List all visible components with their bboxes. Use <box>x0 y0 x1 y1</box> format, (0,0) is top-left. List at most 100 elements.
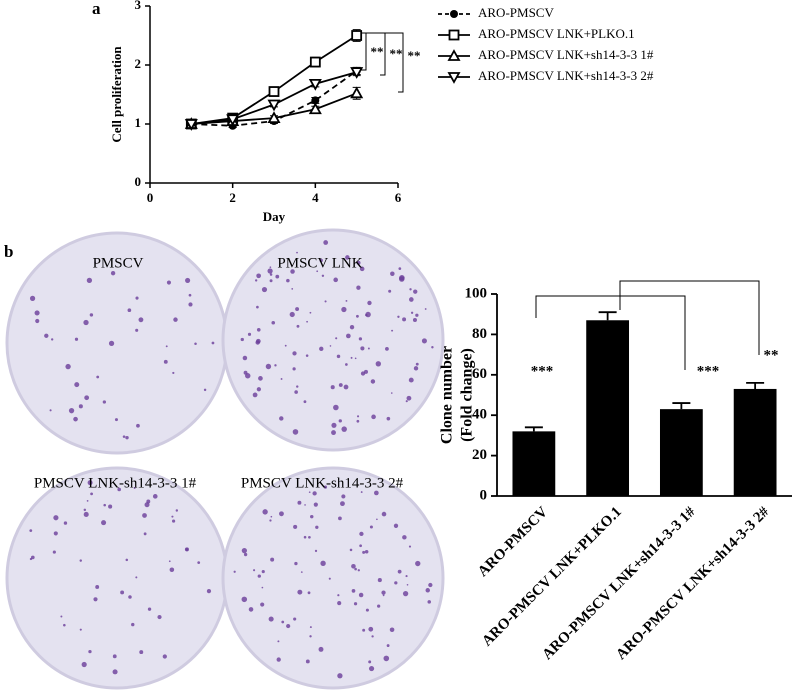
colony <box>330 385 335 390</box>
colony <box>253 569 256 572</box>
colony <box>323 240 329 245</box>
colony <box>184 547 189 552</box>
marker <box>351 30 363 41</box>
colony <box>415 560 421 567</box>
colony <box>276 657 281 662</box>
colony <box>63 521 68 525</box>
y-tick-label: 80 <box>472 326 487 342</box>
colony <box>269 519 272 522</box>
colony <box>424 308 427 310</box>
colony <box>393 523 399 528</box>
colony <box>93 597 98 602</box>
colony <box>310 514 314 519</box>
brackets <box>535 280 760 370</box>
error-bar <box>746 381 765 389</box>
colony <box>271 320 276 325</box>
colony <box>84 395 90 401</box>
colony <box>367 347 370 350</box>
colony <box>303 535 307 539</box>
colony <box>398 267 402 270</box>
colony <box>345 363 348 366</box>
colony <box>371 635 374 638</box>
colony <box>333 277 338 283</box>
marker <box>450 10 458 18</box>
colony <box>243 552 248 557</box>
colony <box>203 388 207 392</box>
colony <box>152 494 158 499</box>
colony <box>359 531 364 537</box>
colony <box>110 270 116 276</box>
marker <box>267 111 281 123</box>
colony <box>94 261 97 264</box>
colony <box>243 370 248 375</box>
x-tick-label: ARO-PMSCV LNK+sh14-3-3 1# <box>539 504 699 664</box>
colony <box>241 596 248 603</box>
colony <box>188 293 192 297</box>
colony <box>257 574 261 578</box>
annotation: ** <box>408 48 421 63</box>
colony <box>337 673 343 679</box>
colony <box>308 491 311 493</box>
colony <box>262 509 268 515</box>
colony <box>293 617 297 621</box>
colony <box>146 499 151 504</box>
colony <box>343 384 349 390</box>
colony <box>307 591 311 595</box>
colony <box>269 279 273 283</box>
colony <box>368 665 375 672</box>
colony <box>351 563 356 569</box>
error-bar <box>524 426 543 432</box>
colony <box>291 288 294 290</box>
colony <box>128 595 132 599</box>
colony <box>383 655 390 662</box>
plate <box>5 466 229 690</box>
bar <box>512 431 556 496</box>
x-tick-label: 4 <box>312 190 319 205</box>
colony <box>337 594 340 597</box>
colony <box>390 392 393 394</box>
colony <box>122 435 126 438</box>
colony <box>163 359 168 364</box>
x-axis-label: Day <box>263 209 286 224</box>
colony <box>296 324 300 328</box>
legend-label: ARO-PMSCV <box>478 5 554 20</box>
colony <box>386 644 390 647</box>
colony <box>359 544 362 548</box>
colony <box>338 419 342 423</box>
y-tick-label: 20 <box>472 447 487 463</box>
colony <box>292 351 297 356</box>
colony <box>284 344 287 347</box>
colony <box>240 337 244 342</box>
plate <box>221 228 445 452</box>
colony <box>102 400 107 404</box>
colony <box>162 654 167 659</box>
colony <box>349 548 353 552</box>
marker <box>268 86 280 97</box>
colony <box>382 594 385 597</box>
colony <box>34 310 40 316</box>
marker <box>309 56 321 68</box>
colony <box>286 624 291 629</box>
colony <box>398 276 405 282</box>
colony <box>356 419 360 423</box>
colony <box>308 535 311 539</box>
colony <box>49 409 52 412</box>
plates <box>5 228 445 690</box>
colony <box>135 328 139 332</box>
marker <box>350 67 364 79</box>
colony <box>173 317 178 322</box>
colony <box>73 416 78 422</box>
colony <box>258 376 263 381</box>
colony <box>315 525 319 529</box>
colony <box>309 635 312 638</box>
colony <box>316 270 319 273</box>
colony <box>425 588 430 593</box>
y-axis-label: Clone number <box>439 346 456 444</box>
colony <box>169 567 175 573</box>
colony <box>360 491 363 493</box>
colony <box>108 504 113 509</box>
colony <box>359 266 365 272</box>
colony <box>117 487 121 492</box>
colony <box>356 415 360 418</box>
colony <box>101 520 107 526</box>
